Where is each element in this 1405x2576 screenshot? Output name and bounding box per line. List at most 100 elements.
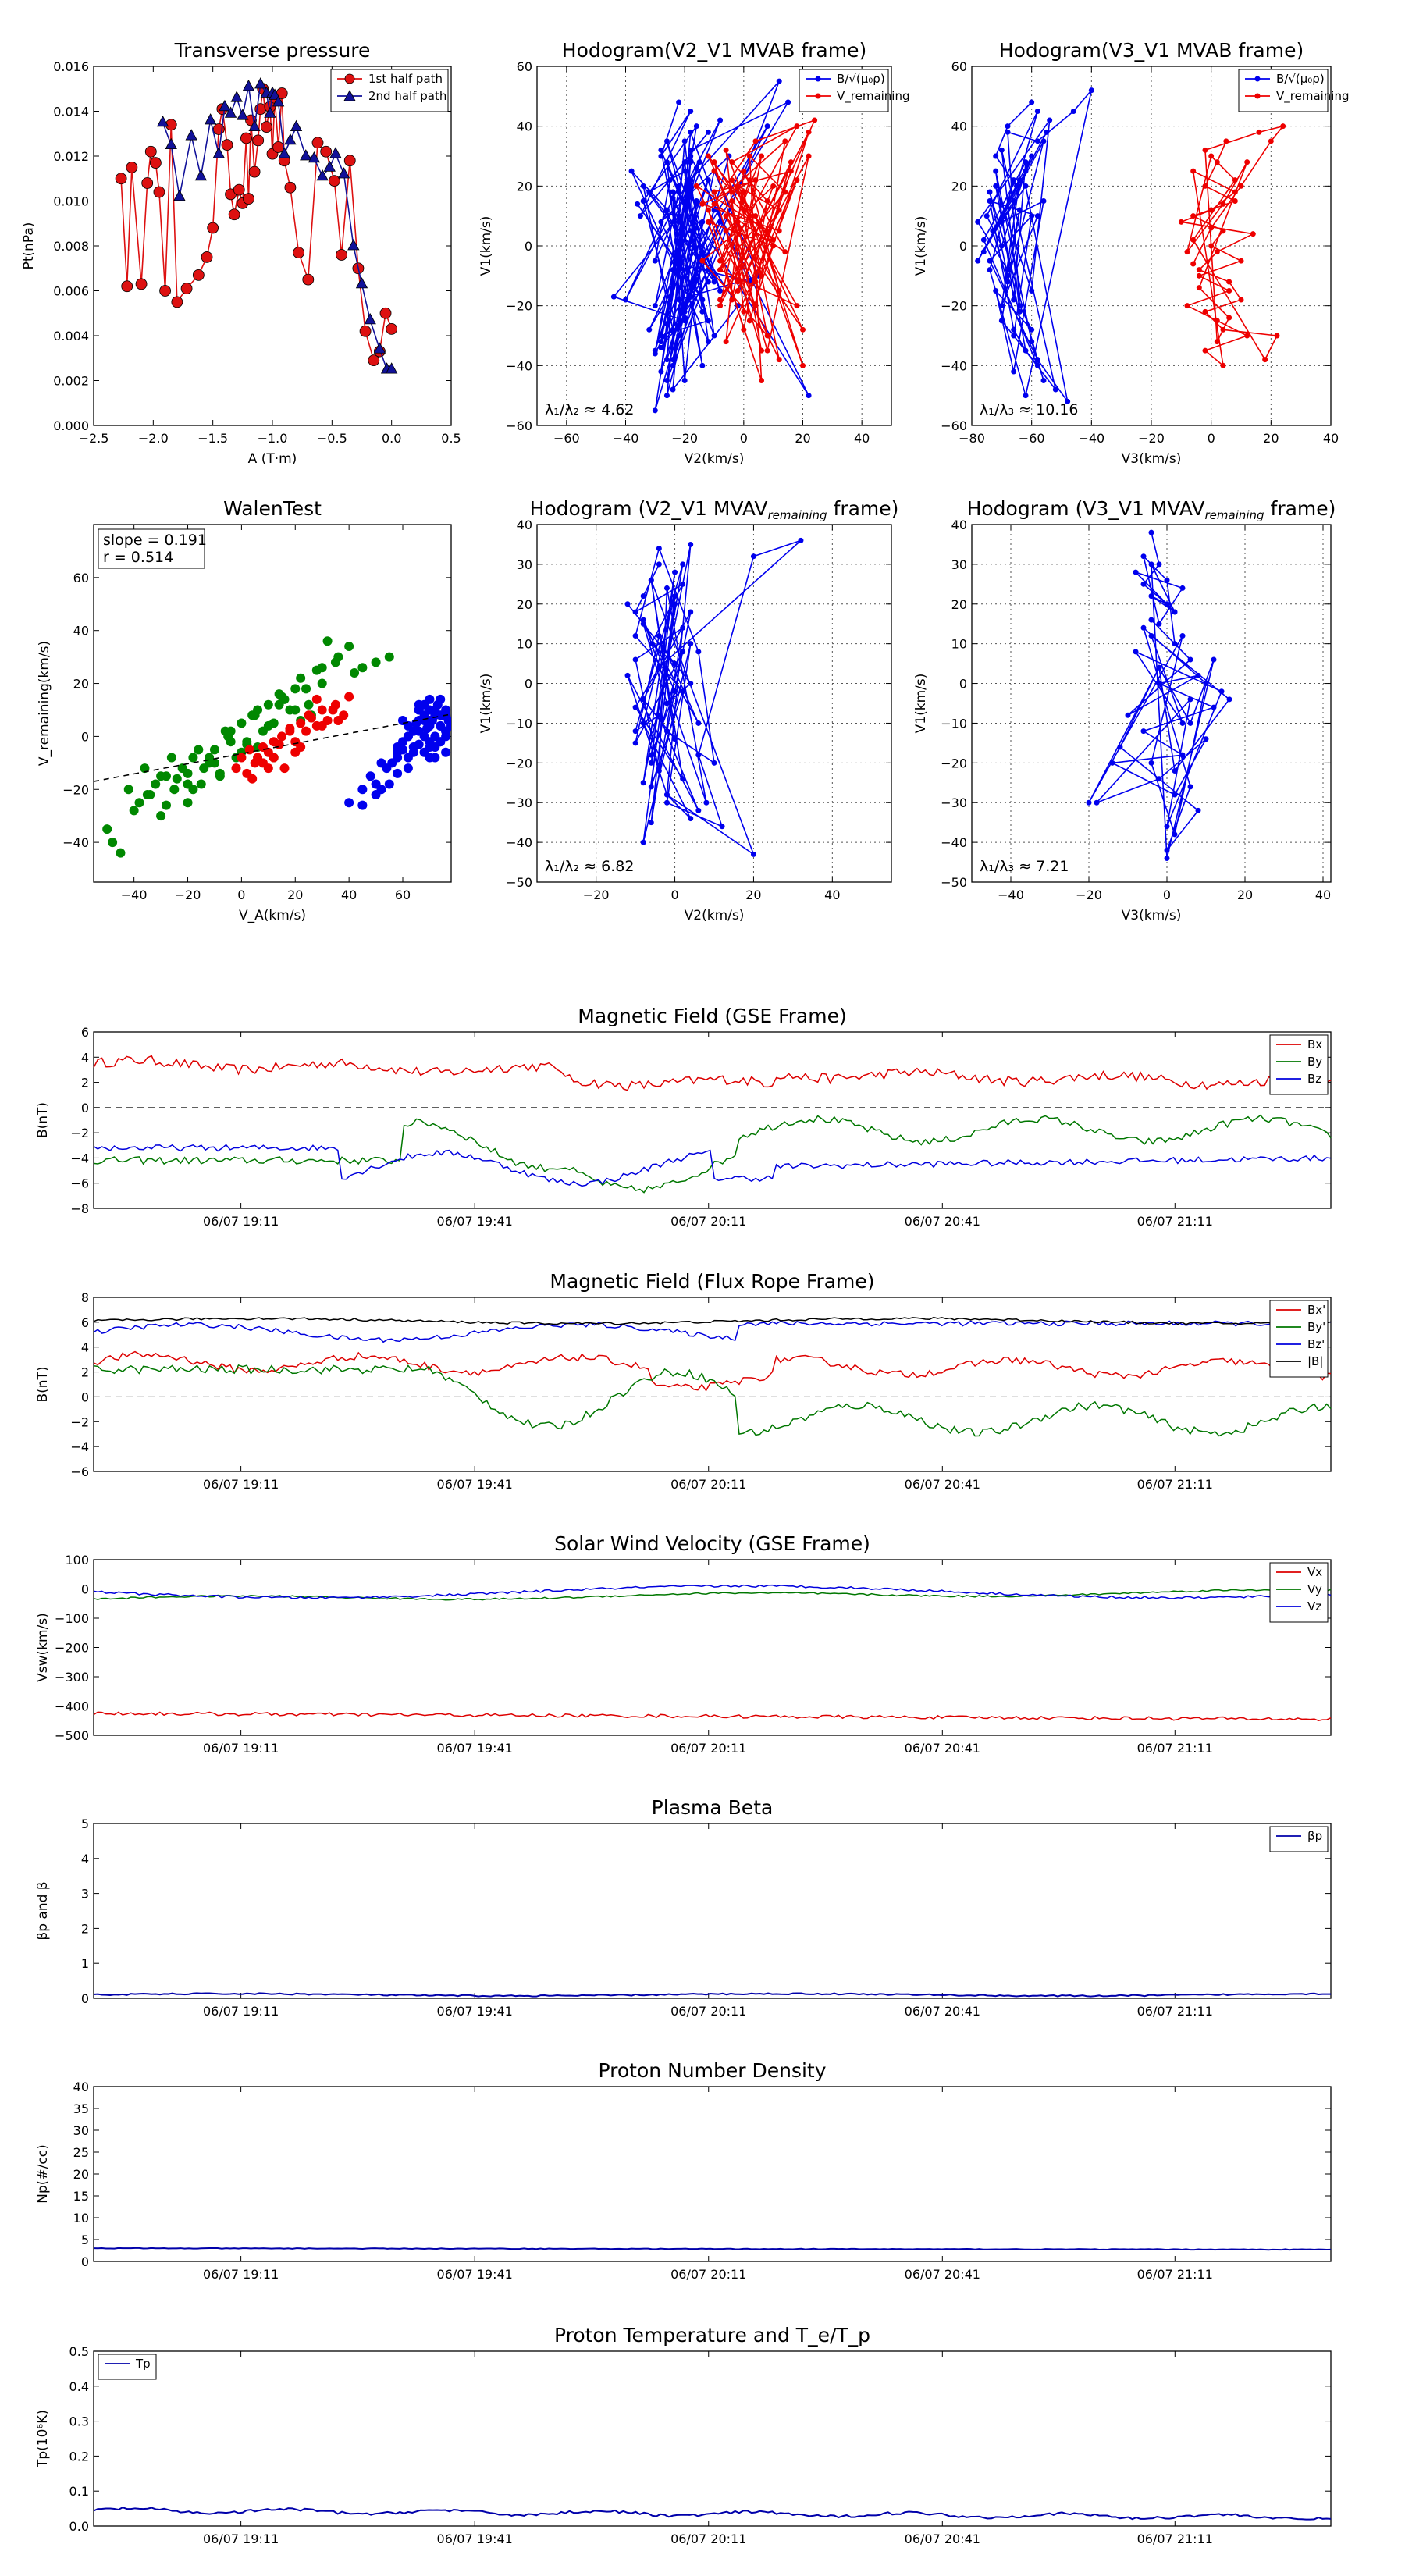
y-tick-label: −50 <box>506 875 532 890</box>
data-point <box>1262 357 1268 363</box>
data-point <box>1117 744 1123 750</box>
y-tick-label: −500 <box>55 1728 89 1743</box>
data-point <box>776 207 782 213</box>
data-point <box>624 672 631 678</box>
data-point <box>1034 357 1040 363</box>
data-point <box>680 561 686 568</box>
x-tick-label: 06/07 21:11 <box>1137 2004 1213 2019</box>
legend-box <box>1238 69 1329 112</box>
data-point <box>1172 768 1178 774</box>
data-point <box>640 183 646 189</box>
data-point <box>1250 231 1256 237</box>
data-point <box>998 147 1005 153</box>
chart-walen-test: −40 −20 0 20 40 60 −40 −20 0 20 40 60 WalenTest V_A(k… <box>37 497 452 923</box>
data-point <box>252 134 265 147</box>
legend-label: V_remaining <box>837 89 910 104</box>
data-point <box>688 816 694 822</box>
legend-marker <box>1254 93 1261 99</box>
data-point <box>658 219 664 225</box>
y-axis-label: V1(km/s) <box>478 216 494 276</box>
data-point <box>272 95 285 107</box>
data-point <box>1220 362 1226 368</box>
legend-label: Vy <box>1307 1582 1322 1596</box>
data-point <box>441 747 451 757</box>
data-point <box>1034 362 1040 368</box>
data-point <box>993 288 999 294</box>
data-point <box>1190 213 1197 219</box>
legend-label: Tp <box>135 2357 151 2371</box>
data-point <box>723 213 729 219</box>
series-line <box>93 1992 1332 1998</box>
data-point <box>670 357 676 363</box>
data-point <box>711 760 717 766</box>
x-tick-label: −20 <box>583 888 610 902</box>
y-tick-label: −30 <box>506 795 532 810</box>
data-point <box>196 779 206 789</box>
y-tick-label: 40 <box>517 518 532 532</box>
y-tick-label: −6 <box>70 1464 89 1479</box>
data-point <box>263 699 273 710</box>
data-point <box>1148 593 1154 600</box>
y-tick-label: 0.006 <box>53 284 89 299</box>
data-point <box>1214 318 1220 324</box>
x-tick-label: −2.0 <box>138 431 169 446</box>
data-point <box>693 201 699 207</box>
data-point <box>688 183 694 189</box>
data-point <box>317 663 327 673</box>
x-tick-label: 0 <box>670 888 678 902</box>
data-point <box>159 285 172 297</box>
data-point <box>194 745 204 755</box>
data-point <box>376 785 386 795</box>
data-point <box>681 138 688 144</box>
data-point <box>344 798 354 808</box>
data-point <box>759 347 765 354</box>
data-point <box>192 269 205 281</box>
data-point <box>667 177 673 183</box>
data-point <box>1148 561 1154 568</box>
data-point <box>156 811 166 821</box>
legend-label: 1st half path <box>368 72 443 86</box>
data-point <box>663 138 670 144</box>
y-tick-label: 0.004 <box>53 329 89 343</box>
chart-fr: −6 −4 −2 0 2 4 6 8 Magnetic Field (Flux Rope Fra… <box>35 1270 1332 1492</box>
data-point <box>248 119 261 132</box>
data-point <box>1148 617 1154 623</box>
data-point <box>746 213 752 219</box>
data-point <box>640 198 646 204</box>
x-tick-label: −20 <box>175 888 201 902</box>
data-point <box>296 718 306 728</box>
legend-marker <box>815 76 821 82</box>
y-tick-label: 0 <box>81 1582 89 1597</box>
y-tick-label: 30 <box>73 2123 89 2138</box>
legend-label: Bx' <box>1307 1303 1325 1317</box>
data-point <box>204 113 217 125</box>
data-point <box>782 138 788 144</box>
data-point <box>711 189 717 195</box>
data-point <box>672 688 678 695</box>
data-point <box>1044 129 1050 135</box>
data-point <box>333 716 343 726</box>
y-tick-label: 0.008 <box>53 239 89 254</box>
series-line <box>613 80 809 411</box>
data-point <box>770 183 777 189</box>
data-point <box>640 696 646 703</box>
annotation: λ₁/λ₂ ≈ 4.62 <box>545 401 634 418</box>
data-point <box>993 183 999 189</box>
chart-title: Magnetic Field (GSE Frame) <box>578 1005 846 1027</box>
legend-box <box>799 69 889 112</box>
data-point <box>1184 303 1190 309</box>
data-point <box>333 652 343 662</box>
data-point <box>1214 159 1220 165</box>
data-point <box>1195 807 1201 813</box>
data-point <box>717 219 724 225</box>
data-point <box>632 632 638 639</box>
legend-marker <box>815 93 821 99</box>
walen-points <box>94 636 451 858</box>
data-point <box>782 249 788 255</box>
y-tick-label: −10 <box>506 716 532 731</box>
data-point <box>1203 681 1209 687</box>
x-tick-label: 0 <box>740 431 748 446</box>
data-point <box>670 326 676 333</box>
data-point <box>987 198 993 204</box>
